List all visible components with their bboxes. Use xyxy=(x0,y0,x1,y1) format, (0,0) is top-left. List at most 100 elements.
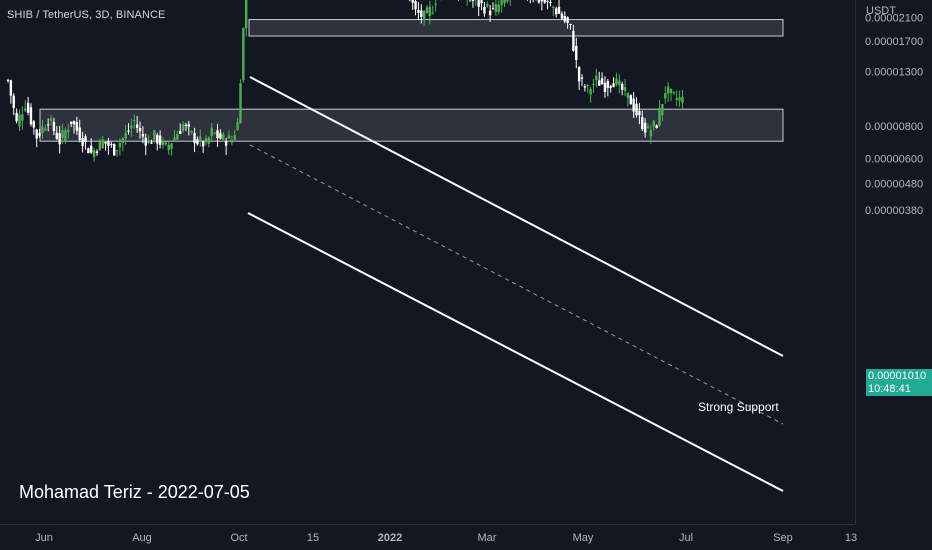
candle-body xyxy=(150,142,153,144)
support-zone-label: Strong Support xyxy=(698,400,779,414)
candle-body xyxy=(609,86,612,88)
candle-body xyxy=(92,150,96,158)
candle-body xyxy=(67,129,70,132)
candle-body xyxy=(124,132,127,139)
candle-body xyxy=(29,107,33,125)
candle-body xyxy=(552,6,555,9)
candle-body xyxy=(236,122,239,131)
candle-body xyxy=(425,7,429,14)
candle-body xyxy=(72,121,76,125)
candle-body xyxy=(90,145,93,153)
candle-body xyxy=(219,133,222,139)
candle-body xyxy=(15,112,18,122)
candle-body xyxy=(422,10,426,21)
candle-body xyxy=(480,0,483,4)
candle-body xyxy=(242,28,245,81)
time-axis-label: Oct xyxy=(230,532,247,544)
candle-body xyxy=(201,141,205,147)
candle-body xyxy=(569,24,572,26)
candle-body xyxy=(500,0,503,6)
candle-body xyxy=(632,98,635,112)
resistance-zone[interactable] xyxy=(248,19,784,37)
candle-body xyxy=(672,92,676,94)
candle-body xyxy=(566,17,569,23)
candles-layer xyxy=(6,0,684,162)
candle-body xyxy=(144,137,147,146)
candle-body xyxy=(104,141,107,144)
candle-body xyxy=(669,88,673,94)
candle-body xyxy=(483,6,486,14)
price-axis-label: 0.00002100 xyxy=(865,12,923,24)
current-price-value: 0.00001010 xyxy=(868,370,927,382)
candle-body xyxy=(64,130,67,141)
candle-body xyxy=(44,128,47,131)
candle-body xyxy=(546,0,549,2)
candle-body xyxy=(170,143,173,149)
candle-body xyxy=(646,126,650,129)
price-axis-unit: USDT xyxy=(866,5,896,17)
candle-body xyxy=(193,133,196,144)
candle-body xyxy=(629,95,632,105)
candle-body xyxy=(494,4,498,13)
channel-lower-line[interactable] xyxy=(247,212,784,492)
candle-body xyxy=(606,81,610,88)
candle-body xyxy=(618,80,621,85)
candle-body xyxy=(488,10,492,16)
candle-body xyxy=(227,135,231,139)
candle-body xyxy=(431,12,434,14)
time-axis-label: Sep xyxy=(773,532,793,544)
candle-body xyxy=(557,6,561,14)
time-axis-divider xyxy=(0,524,855,525)
price-axis-label: 0.00001700 xyxy=(865,36,923,48)
chart-header-symbol[interactable]: SHIB / TetherUS, 3D, BINANCE xyxy=(7,9,166,21)
candle-body xyxy=(196,139,199,145)
candle-body xyxy=(563,15,566,22)
candle-body xyxy=(207,137,211,144)
candle-body xyxy=(210,127,213,137)
time-axis-label: Aug xyxy=(132,532,152,544)
candle-body xyxy=(112,144,116,156)
time-axis-label: Jul xyxy=(679,532,693,544)
candle-body xyxy=(595,75,598,81)
candle-body xyxy=(666,86,670,94)
candle-body xyxy=(681,96,684,103)
candle-body xyxy=(12,95,15,108)
candle-body xyxy=(626,92,630,99)
candle-body xyxy=(434,3,437,5)
time-axis-label: Jun xyxy=(35,532,53,544)
candle-body xyxy=(153,130,156,140)
support-zone[interactable] xyxy=(39,108,784,142)
price-axis-label: 0.00001300 xyxy=(865,66,923,78)
candle-body xyxy=(675,98,678,100)
candle-body xyxy=(471,0,475,2)
time-axis-labels: Jun Aug Oct 15 2022 Mar May Jul Sep 13 xyxy=(35,532,857,544)
candle-body xyxy=(156,135,159,144)
candle-body xyxy=(107,141,110,147)
candle-body xyxy=(623,87,627,91)
candle-body xyxy=(506,0,509,2)
candle-body xyxy=(486,3,489,7)
candle-body xyxy=(643,122,647,133)
candle-body xyxy=(661,104,664,115)
candle-body xyxy=(61,130,64,138)
channel-lines-layer xyxy=(247,76,784,492)
price-axis-label: 0.00000480 xyxy=(865,179,923,191)
candle-body xyxy=(503,0,506,4)
candle-body xyxy=(497,4,500,12)
candle-body xyxy=(181,124,185,131)
candle-body xyxy=(589,89,592,95)
candle-body xyxy=(678,97,681,101)
candle-body xyxy=(118,143,122,148)
channel-upper-line[interactable] xyxy=(249,76,784,357)
candle-body xyxy=(35,129,38,139)
candle-body xyxy=(216,130,219,139)
time-axis-label: 13 xyxy=(845,532,857,544)
candle-body xyxy=(127,130,130,132)
candle-body xyxy=(540,0,544,2)
candle-body xyxy=(612,83,615,88)
candle-body xyxy=(18,114,21,127)
candle-body xyxy=(187,124,191,127)
time-axis-label: 2022 xyxy=(378,532,402,544)
candle-body xyxy=(420,10,423,18)
